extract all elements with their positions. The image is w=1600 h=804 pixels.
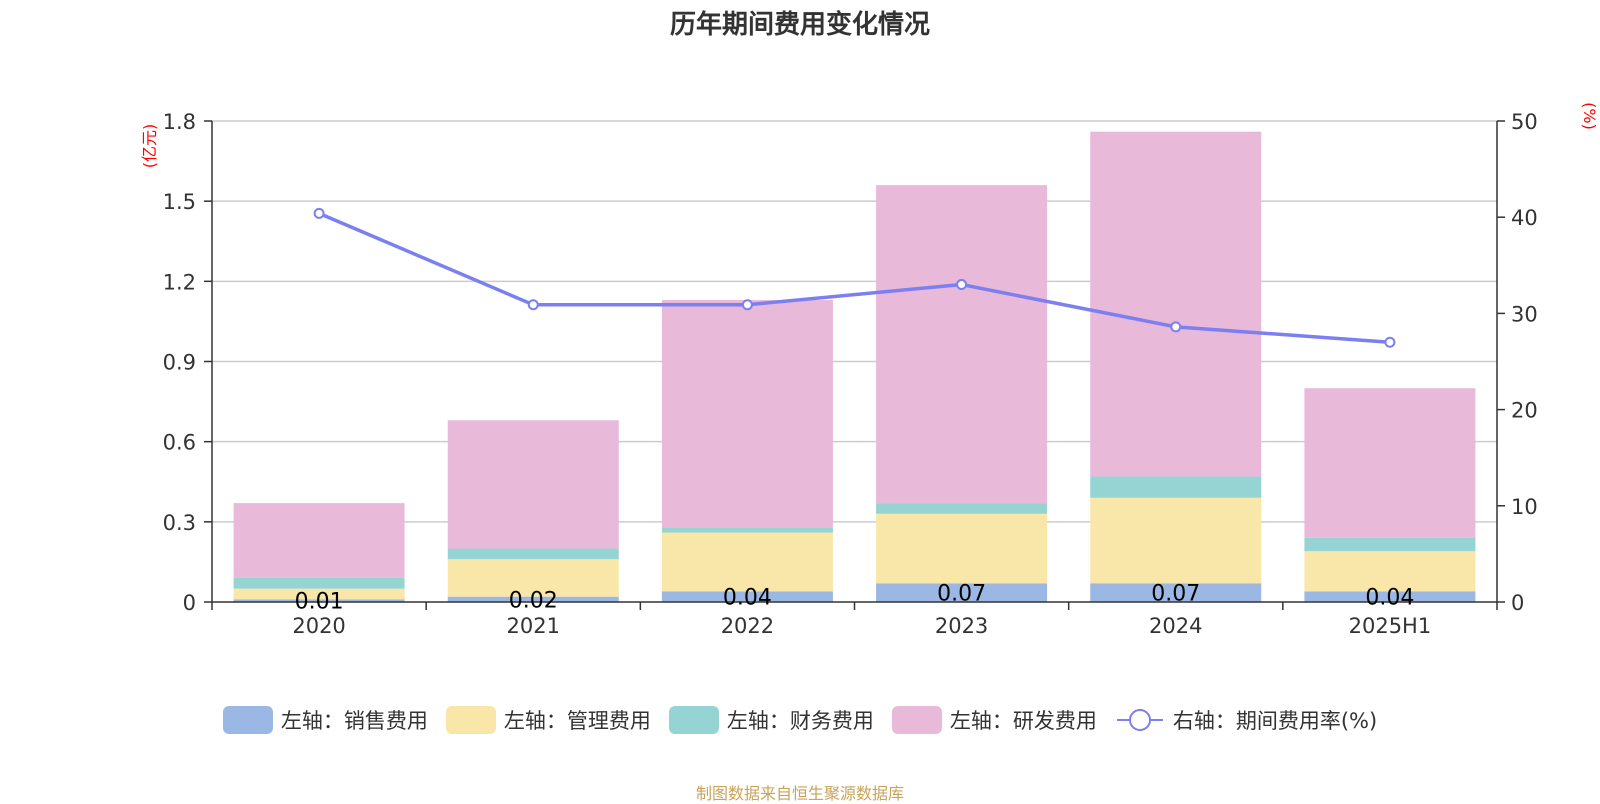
right-tick-label: 20 [1511, 399, 1538, 423]
bar-segment [661, 527, 833, 533]
grid-lines [212, 120, 1497, 523]
left-tick-label: 1.8 [163, 110, 196, 134]
legend-label: 左轴：研发费用 [949, 709, 1097, 733]
legend-item[interactable]: 右轴：期间费用率(%) [1115, 705, 1377, 735]
x-tick-label: 2020 [292, 614, 345, 638]
rate-point [313, 207, 325, 219]
bar-value-label: 0.07 [937, 582, 986, 607]
legend-swatch [445, 706, 496, 734]
bar-segment [447, 559, 619, 597]
legend-swatch [891, 706, 942, 734]
legend-label: 左轴：管理费用 [503, 709, 651, 733]
right-axis-unit: (%) [1580, 102, 1599, 130]
rate-point [1384, 336, 1396, 348]
legend-label: 右轴：期间费用率(%) [1172, 709, 1378, 733]
bar-segment [1090, 497, 1262, 584]
left-tick-label: 0 [183, 591, 196, 615]
bar-segment [447, 548, 619, 560]
rate-line [313, 207, 1396, 348]
left-tick-label: 0.6 [163, 431, 196, 455]
legend: 左轴：销售费用 左轴：管理费用 左轴：财务费用 左轴：研发费用 右轴：期间费用率(%) [0, 705, 1600, 735]
bar-segment [1090, 476, 1262, 498]
legend-item[interactable]: 左轴：研发费用 [891, 705, 1097, 735]
right-tick-label: 30 [1511, 302, 1538, 326]
bar-value-label: 0.07 [1151, 582, 1200, 607]
axes: 0 0.3 0.6 0.9 1.2 1.5 1.8 0 10 20 30 40 50 2020 2021 20… [163, 110, 1538, 638]
bar-stacks [233, 131, 1476, 602]
left-tick-label: 0.9 [163, 351, 196, 375]
legend-swatch [222, 706, 273, 734]
legend-label: 左轴：财务费用 [726, 709, 874, 733]
left-axis-unit: (亿元) [140, 124, 159, 169]
bar-segment [1304, 388, 1476, 538]
left-tick-label: 1.2 [163, 270, 196, 294]
rate-point [741, 299, 753, 311]
legend-label: 左轴：销售费用 [280, 709, 428, 733]
legend-item[interactable]: 左轴：销售费用 [222, 705, 428, 735]
bar-value-label: 0.04 [1365, 586, 1414, 611]
rate-point [1170, 321, 1182, 333]
bar-value-label: 0.01 [295, 590, 344, 615]
legend-item[interactable]: 左轴：财务费用 [668, 705, 874, 735]
x-tick-label: 2022 [721, 614, 774, 638]
bar-segment [661, 532, 833, 592]
bar-segment [876, 503, 1048, 514]
rate-point [527, 299, 539, 311]
legend-item[interactable]: 左轴：管理费用 [445, 705, 651, 735]
x-tick-label: 2023 [935, 614, 988, 638]
chart-area: 0 0.3 0.6 0.9 1.2 1.5 1.8 0 10 20 30 40 50 2020 2021 20… [140, 102, 1599, 638]
bar-segment [233, 599, 405, 602]
data-labels: 0.01 0.02 0.04 0.07 0.07 0.04 [295, 582, 1415, 615]
legend-swatch [668, 706, 719, 734]
bar-segment [233, 588, 405, 600]
bar-segment [233, 577, 405, 589]
bar-segment [447, 420, 619, 549]
legend-line-icon [1116, 709, 1163, 731]
right-tick-label: 40 [1511, 206, 1538, 230]
bar-segment [447, 596, 619, 602]
bar-segment [1090, 131, 1262, 477]
right-tick-label: 50 [1511, 110, 1538, 134]
bar-segment [876, 583, 1048, 602]
bar-segment [661, 300, 833, 528]
bar-segment [876, 185, 1048, 504]
right-tick-label: 0 [1511, 591, 1524, 615]
bar-segment [1304, 551, 1476, 592]
left-tick-label: 0.3 [163, 511, 196, 535]
left-tick-label: 1.5 [163, 190, 196, 214]
bar-value-label: 0.04 [723, 586, 772, 611]
bar-segment [1090, 583, 1262, 602]
bar-segment [876, 513, 1048, 584]
bar-segment [661, 591, 833, 602]
bar-segment [233, 503, 405, 578]
source-note: 制图数据来自恒生聚源数据库 [695, 784, 904, 803]
x-tick-label: 2021 [507, 614, 560, 638]
x-tick-label: 2025H1 [1349, 614, 1432, 638]
rate-point [956, 279, 968, 291]
right-tick-label: 10 [1511, 495, 1538, 519]
bar-value-label: 0.02 [509, 588, 558, 613]
rate-line-path [318, 211, 1391, 345]
chart-title: 历年期间费用变化情况 [669, 10, 930, 40]
bar-segment [1304, 537, 1476, 552]
bar-segment [1304, 591, 1476, 602]
x-tick-label: 2024 [1149, 614, 1202, 638]
